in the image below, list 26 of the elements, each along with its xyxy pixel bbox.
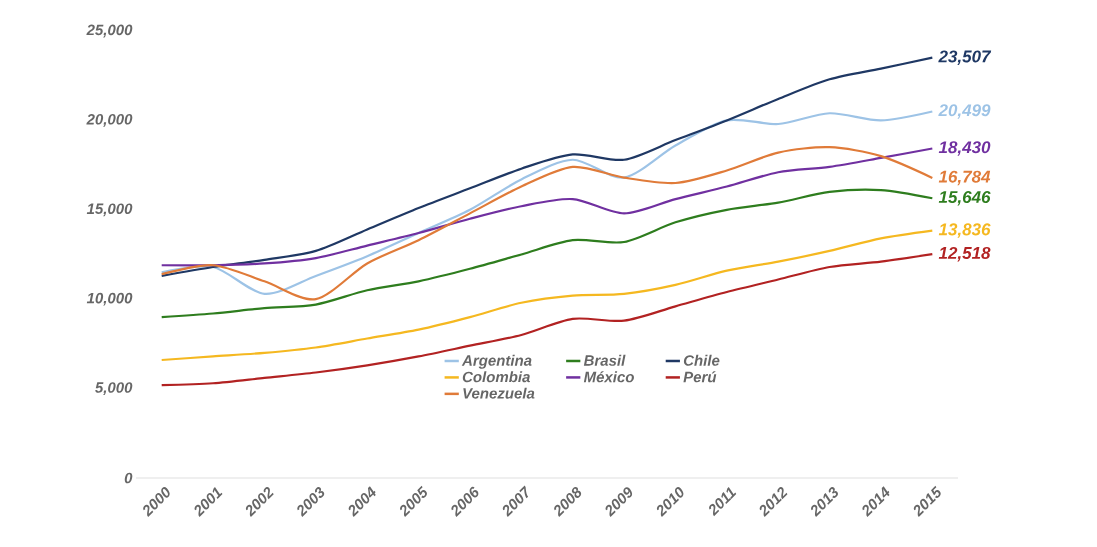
- data-label: 12,518: [938, 246, 991, 262]
- line-series: [160, 110, 934, 295]
- y-tick-label: 15,000: [86, 203, 133, 217]
- data-label: 23,507: [938, 50, 992, 65]
- line-series: [160, 188, 934, 319]
- legend-label: México: [583, 371, 634, 383]
- line-series: [160, 56, 934, 278]
- legend-label: Argentina: [461, 354, 532, 369]
- legend-label: Chile: [683, 354, 720, 366]
- line-series: [160, 253, 934, 387]
- data-label: 16,784: [938, 170, 991, 186]
- y-tick-label: 25,000: [86, 24, 133, 38]
- y-tick-label: 20,000: [86, 114, 133, 127]
- legend-label: Colombia: [462, 371, 530, 383]
- legend-label: Venezuela: [463, 387, 535, 399]
- data-label: 20,499: [938, 104, 991, 119]
- legend-label: Perú: [683, 371, 717, 383]
- data-label: 18,430: [938, 141, 991, 156]
- line-series: [160, 147, 934, 267]
- data-label: 13,836: [938, 223, 991, 238]
- y-tick-label: 0: [124, 472, 133, 484]
- legend-label: Brasil: [583, 354, 626, 366]
- y-tick-label: 5,000: [95, 382, 133, 395]
- line-series: [160, 146, 934, 301]
- y-tick-label: 10,000: [86, 292, 133, 306]
- data-label: 15,646: [938, 191, 991, 206]
